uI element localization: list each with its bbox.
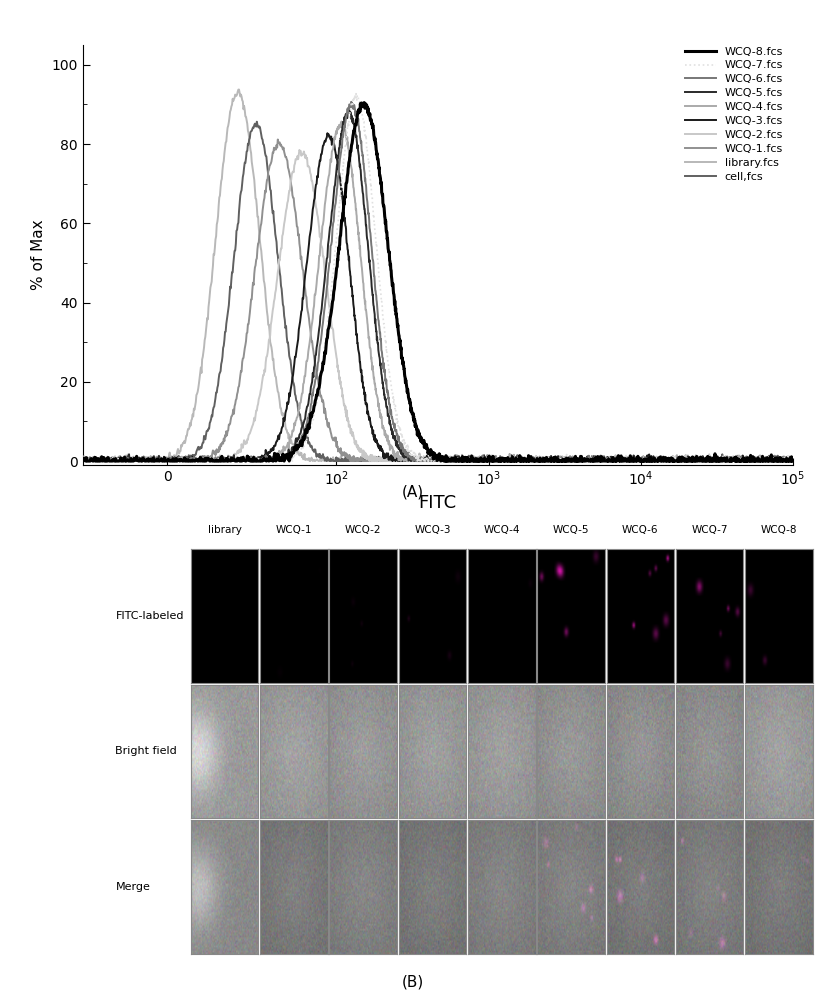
Text: WCQ-8: WCQ-8 <box>761 525 797 535</box>
Text: Bright field: Bright field <box>116 746 178 757</box>
Text: WCQ-3: WCQ-3 <box>415 525 451 535</box>
Text: WCQ-2: WCQ-2 <box>345 525 382 535</box>
Text: Merge: Merge <box>116 882 150 892</box>
Text: WCQ-5: WCQ-5 <box>553 525 589 535</box>
Text: library: library <box>207 525 241 535</box>
Text: WCQ-6: WCQ-6 <box>622 525 658 535</box>
Legend: WCQ-8.fcs, WCQ-7.fcs, WCQ-6.fcs, WCQ-5.fcs, WCQ-4.fcs, WCQ-3.fcs, WCQ-2.fcs, WCQ: WCQ-8.fcs, WCQ-7.fcs, WCQ-6.fcs, WCQ-5.f… <box>680 42 787 186</box>
Text: FITC-labeled: FITC-labeled <box>116 611 184 621</box>
Text: WCQ-7: WCQ-7 <box>691 525 728 535</box>
Text: (A): (A) <box>402 485 424 499</box>
Text: (B): (B) <box>402 974 424 990</box>
Text: WCQ-4: WCQ-4 <box>483 525 520 535</box>
Text: WCQ-1: WCQ-1 <box>276 525 312 535</box>
X-axis label: FITC: FITC <box>419 494 457 512</box>
Y-axis label: % of Max: % of Max <box>31 220 45 290</box>
